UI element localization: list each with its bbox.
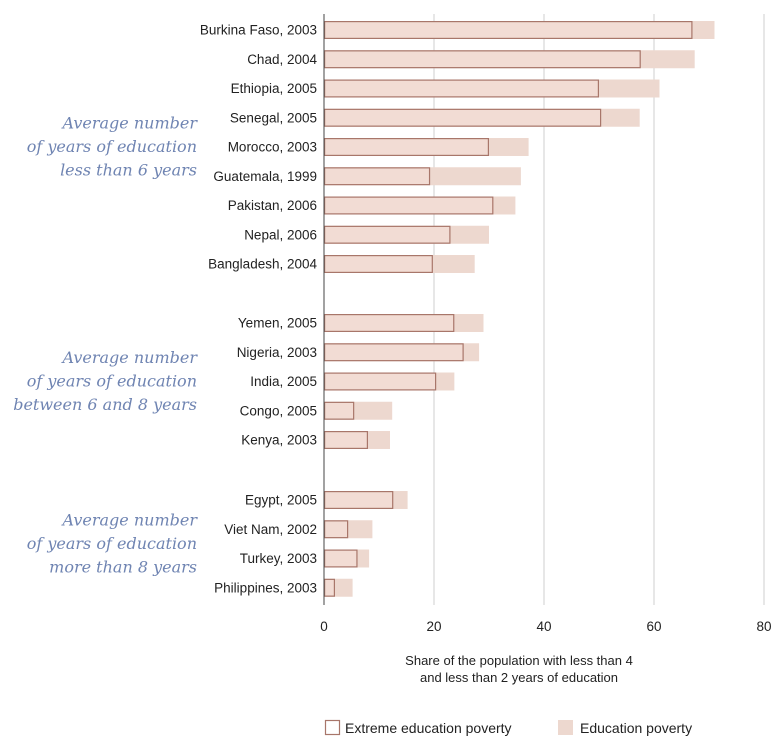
category-label: Viet Nam, 2002 (224, 522, 317, 537)
x-axis-label: Share of the population with less than 4 (405, 653, 633, 668)
group-label: more than 8 years (49, 557, 197, 576)
category-label: Turkey, 2003 (240, 551, 317, 566)
bar-extreme-education-poverty (324, 549, 358, 568)
category-label: Nigeria, 2003 (237, 345, 317, 360)
bar-extreme-education-poverty (324, 167, 431, 186)
category-label: India, 2005 (250, 374, 317, 389)
legend-label-poverty: Education poverty (580, 720, 692, 736)
category-labels: Burkina Faso, 2003 Chad, 2004 Ethiopia, 20… (200, 23, 318, 596)
bar-extreme-education-poverty (324, 401, 355, 420)
bar-extreme-education-poverty (324, 138, 490, 157)
x-axis-label: and less than 2 years of education (420, 670, 618, 685)
bar-extreme-education-poverty (324, 21, 693, 39)
group-label: Average number (60, 510, 198, 529)
category-label: Ethiopia, 2005 (231, 81, 317, 96)
x-tick-label: 40 (536, 619, 551, 634)
category-label: Philippines, 2003 (214, 580, 317, 595)
group-label: of years of education (27, 137, 197, 156)
bar-extreme-education-poverty (324, 372, 437, 391)
x-tick-label: 0 (320, 619, 328, 634)
x-tick-label: 60 (646, 619, 661, 634)
category-label: Kenya, 2003 (241, 433, 317, 448)
bar-extreme-education-poverty (324, 50, 641, 69)
group-label: Average number (60, 114, 198, 133)
bar-extreme-education-poverty (324, 491, 394, 510)
category-label: Pakistan, 2006 (228, 198, 317, 213)
bar-extreme-education-poverty (324, 431, 369, 450)
group-label: between 6 and 8 years (13, 395, 197, 414)
bar-extreme-education-poverty (324, 108, 602, 127)
group-label: less than 6 years (60, 161, 197, 180)
bar-extreme-education-poverty (324, 520, 349, 539)
x-tick-label: 80 (756, 619, 771, 634)
bar-extreme-education-poverty (324, 343, 464, 362)
legend-swatch-extreme (324, 719, 341, 736)
category-label: Chad, 2004 (247, 52, 317, 67)
category-label: Yemen, 2005 (238, 316, 317, 331)
group-label: of years of education (27, 534, 197, 553)
group-label: Average number (60, 348, 198, 367)
bar-extreme-education-poverty (324, 225, 451, 244)
x-axis: 0 20 40 60 80 Share of the population with le… (320, 14, 772, 685)
category-label: Bangladesh, 2004 (208, 257, 317, 272)
bar-extreme-education-poverty (324, 314, 455, 333)
bars (324, 21, 715, 597)
category-label: Guatemala, 1999 (213, 169, 317, 184)
bar-extreme-education-poverty (324, 255, 433, 274)
legend-swatch-poverty (558, 720, 573, 735)
group-labels: Average number of years of education less … (13, 114, 198, 577)
category-label: Nepal, 2006 (244, 227, 317, 242)
legend-label-extreme: Extreme education poverty (345, 720, 512, 736)
bar-extreme-education-poverty (324, 578, 336, 597)
category-label: Burkina Faso, 2003 (200, 23, 317, 38)
bar-extreme-education-poverty (324, 196, 494, 215)
category-label: Congo, 2005 (240, 403, 317, 418)
category-label: Morocco, 2003 (228, 140, 317, 155)
x-tick-label: 20 (426, 619, 441, 634)
bar-extreme-education-poverty (324, 79, 599, 98)
category-label: Egypt, 2005 (245, 493, 317, 508)
category-label: Senegal, 2005 (230, 110, 317, 125)
grid-lines (433, 14, 765, 605)
legend: Extreme education poverty Education pover… (324, 719, 692, 736)
group-label: of years of education (27, 372, 197, 391)
